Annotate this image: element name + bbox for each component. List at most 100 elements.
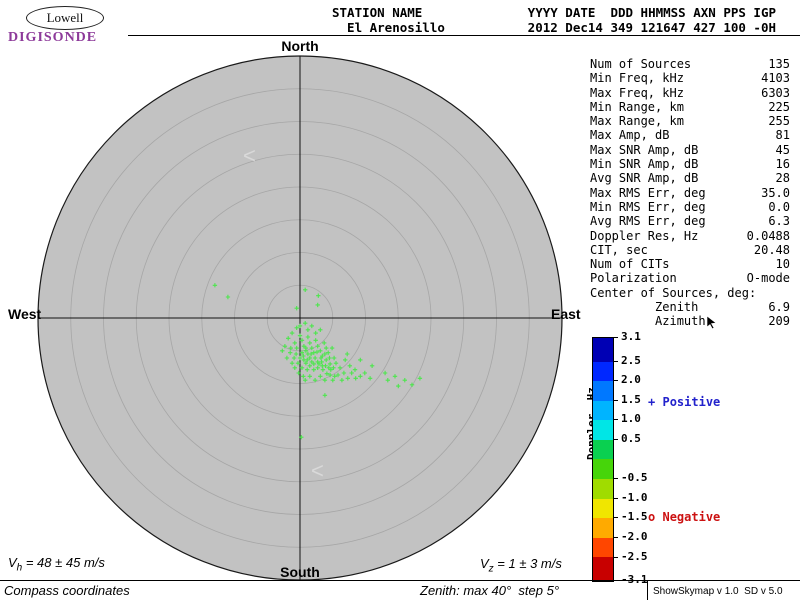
colorbar-segment [593, 479, 613, 499]
stat-value: O-mode [746, 271, 790, 286]
colorbar-tick [613, 399, 618, 401]
vz-subscript: z [488, 563, 494, 575]
stat-row: Min SNR Amp, dB 16 [590, 157, 790, 171]
colorbar-tick [613, 360, 618, 362]
version-text: ShowSkymap v 1.0 SD v 5.0 [653, 586, 783, 597]
stat-value: 10 [775, 257, 790, 272]
colorbar-tick-label: 3.1 [621, 330, 641, 343]
plus-icon: + [648, 395, 656, 409]
vh-subscript: h [16, 562, 23, 574]
stat-row: Max RMS Err, deg 35.0 [590, 186, 790, 200]
stat-value: 20.48 [753, 242, 790, 257]
stat-label: CIT, sec [590, 242, 648, 257]
stat-row: Center of Sources, deg: [590, 286, 790, 300]
stat-label: Max Amp, dB [590, 128, 670, 143]
stat-label: Max Freq, kHz [590, 85, 684, 100]
colorbar-tick [613, 438, 618, 440]
colorbar-tick [613, 478, 618, 480]
stat-label: Min RMS Err, deg [590, 199, 706, 214]
stat-label: Max RMS Err, deg [590, 185, 706, 200]
stat-label: Polarization [590, 271, 677, 286]
stat-label: Max SNR Amp, dB [590, 142, 699, 157]
colorbar-segment [593, 381, 613, 401]
vz-symbol: V [480, 556, 489, 571]
colorbar-tick [613, 380, 618, 381]
lowell-logo-ellipse: Lowell [26, 6, 104, 30]
colorbar-segment [593, 518, 613, 538]
lowell-digisonde-logo: Lowell DIGISONDE [0, 0, 128, 47]
stat-value: 209 [768, 314, 790, 329]
colorbar-tick-label: -2.5 [621, 549, 648, 563]
stat-value: 28 [775, 171, 790, 186]
colorbar-segment [593, 498, 613, 519]
compass-label-north: North [281, 38, 319, 54]
legend-positive-label: Positive [662, 395, 721, 409]
compass-label-south: South [280, 564, 320, 580]
stat-value: 81 [775, 128, 790, 143]
stat-label: Zenith [590, 300, 699, 315]
vh-value: = 48 ± 45 m/s [22, 555, 105, 570]
legend-negative-label: Negative [662, 510, 721, 524]
colorbar-tick-label: -0.5 [621, 471, 648, 485]
colorbar-tick-label: 0.5 [621, 431, 641, 445]
stat-label: Max Range, km [590, 114, 684, 129]
colorbar-tick-label: 2.0 [621, 373, 641, 386]
colorbar-tick [613, 536, 618, 538]
stat-label: Center of Sources, deg: [590, 285, 757, 300]
colorbar: 3.1 2.5 2.0 1.5 1.0 0.5 -0.5 -1.0 -1.5 -2.0 -2.5 -3… [592, 331, 662, 586]
colorbar-segment [593, 537, 613, 558]
logo-product-text: DIGISONDE [8, 30, 98, 45]
stat-label: Num of CITs [590, 257, 670, 272]
stat-value: 135 [768, 57, 790, 71]
stat-row: Max Freq, kHz 6303 [590, 86, 790, 100]
coordinates-note: Compass coordinates [4, 583, 130, 598]
compass-label-east: East [551, 306, 581, 322]
antenna-direction-icon: < [311, 458, 324, 483]
stat-label: Min Range, km [590, 99, 684, 114]
stat-row: Avg SNR Amp, dB 28 [590, 171, 790, 185]
vertical-velocity: Vz = 1 ± 3 m/s [480, 556, 562, 575]
stat-value: 35.0 [761, 185, 790, 200]
stat-value: 6.9 [768, 300, 790, 315]
colorbar-tick-label: 1.5 [621, 392, 641, 406]
stat-row: CIT, sec 20.48 [590, 243, 790, 257]
logo-brand-text: Lowell [46, 10, 84, 25]
footer-separator [0, 580, 800, 581]
header-separator [0, 35, 800, 36]
colorbar-tick-label: -1.5 [621, 510, 648, 524]
stat-label: Num of Sources [590, 57, 692, 71]
zenith-scale-note: Zenith: max 40° step 5° [420, 583, 560, 598]
stat-row: Max SNR Amp, dB 45 [590, 143, 790, 157]
mouse-cursor [706, 315, 717, 330]
colorbar-tick-label: -3.1 [621, 573, 648, 586]
colorbar-tick [613, 517, 618, 519]
legend-negative: o Negative [648, 510, 720, 524]
colorbar-tick-label: -2.0 [621, 529, 648, 543]
station-header-labels: STATION NAME YYYY DATE DDD HHMMSS AXN PP… [332, 5, 777, 20]
vh-symbol: V [8, 555, 17, 570]
stat-value: 4103 [761, 71, 790, 86]
colorbar-segment [593, 338, 613, 362]
stat-label: Min Freq, kHz [590, 71, 684, 86]
legend-positive: + Positive [648, 395, 720, 409]
colorbar-tick [613, 337, 618, 338]
stat-label: Min SNR Amp, dB [590, 157, 699, 172]
compass-label-west: West [8, 306, 42, 322]
stat-row: Min RMS Err, deg 0.0 [590, 200, 790, 214]
colorbar-tick [613, 419, 618, 421]
footer-divider [647, 580, 648, 600]
source-points [212, 283, 423, 440]
stat-row: Min Freq, kHz 4103 [590, 71, 790, 85]
colorbar-tick-label: -1.0 [621, 490, 648, 504]
stat-row: Zenith 6.9 [590, 300, 790, 314]
stat-label: Avg SNR Amp, dB [590, 171, 699, 186]
colorbar-segment [593, 400, 613, 421]
stat-row: Polarization O-mode [590, 271, 790, 285]
vz-value: = 1 ± 3 m/s [493, 556, 562, 571]
colorbar-tick-label: 1.0 [621, 412, 641, 426]
stat-row: Azimuth 209 [590, 314, 790, 328]
stat-value: 255 [768, 114, 790, 129]
colorbar-segment [593, 420, 613, 440]
stat-label: Doppler Res, Hz [590, 228, 699, 243]
